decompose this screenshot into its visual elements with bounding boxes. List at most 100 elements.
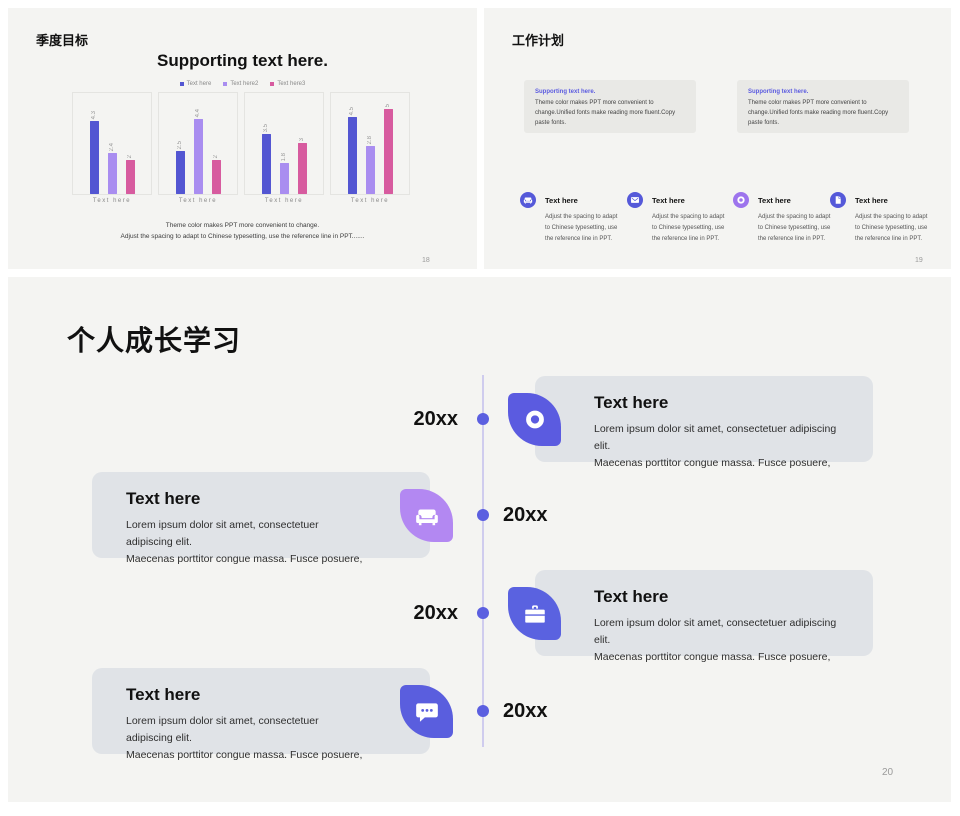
card-body-line: Maecenas porttitor congue massa. Fusce p… (594, 457, 831, 469)
legend-label: Text here (186, 81, 212, 87)
bar-group-member: 2 (211, 154, 221, 194)
bar-group-member: 2.5 (175, 140, 185, 194)
card-body-line: Maecenas porttitor congue massa. Fusce p… (126, 749, 363, 761)
bar-group-member: 3 (297, 137, 307, 194)
legend-swatch (179, 82, 184, 86)
bar (383, 109, 393, 194)
list-item: Text here Adjust the spacing to adapt to… (627, 192, 727, 252)
supporting-text-box: Supporting text here. Theme color makes … (524, 80, 696, 133)
bar-group-member: 4.3 (89, 110, 99, 194)
bar (125, 160, 135, 194)
bar-value-label: 4.5 (349, 106, 355, 115)
chart-category-label: Text here (178, 198, 218, 204)
list-item: Text here Adjust the spacing to adapt to… (520, 192, 620, 252)
item-label: Text here (545, 196, 578, 205)
card-body-line: Maecenas porttitor congue massa. Fusce p… (126, 553, 363, 565)
bar-value-label: 3.5 (263, 123, 269, 132)
bar-value-label: 3 (299, 137, 305, 141)
legend-item: Text here2 (223, 81, 258, 87)
timeline-dot (477, 705, 489, 717)
bar-group-member: 4.4 (193, 108, 203, 194)
page-number: 20 (882, 767, 894, 778)
bar-value-label: 2 (213, 154, 219, 158)
timeline-year: 20xx (503, 504, 548, 526)
bar (89, 121, 99, 194)
chart-group-panel: 3.5 1.8 3 (244, 92, 324, 195)
legend-swatch (270, 82, 275, 86)
chart-title: Supporting text here. (157, 51, 328, 70)
bar-value-label: 1.8 (281, 152, 287, 161)
slide-quarterly-goals[interactable]: 季度目标 Supporting text here. Text here Text… (8, 8, 477, 269)
page-number: 18 (422, 257, 430, 264)
slide-title: 个人成长学习 (67, 325, 242, 356)
supporting-text-box: Supporting text here. Theme color makes … (737, 80, 909, 133)
bar-group-member: 3.5 (261, 123, 271, 194)
slide-title: 工作计划 (512, 33, 565, 48)
bar-value-label: 2.8 (367, 135, 373, 144)
item-label: Text here (652, 196, 685, 205)
timeline-card: Text here Lorem ipsum dolor sit amet, co… (535, 570, 873, 663)
bar (365, 146, 375, 194)
bar-value-label: 2 (127, 154, 133, 158)
chart-category-label: Text here (264, 198, 304, 204)
card-body-line: Lorem ipsum dolor sit amet, consectetuer… (126, 519, 319, 548)
timeline-card: Text here Lorem ipsum dolor sit amet, co… (92, 472, 430, 565)
timeline-dot (477, 607, 489, 619)
timeline-card: Text here Lorem ipsum dolor sit amet, co… (92, 668, 430, 761)
timeline-line (482, 375, 484, 747)
item-label: Text here (758, 196, 791, 205)
card-title: Text here (594, 587, 669, 606)
legend-item: Text here3 (270, 81, 305, 87)
bar-chart: 4.3 2.4 2 2.5 4.4 2 3.5 1.8 3 4.5 2.8 5 (72, 92, 410, 195)
slide-title: 季度目标 (36, 33, 89, 48)
bar (347, 117, 357, 194)
legend-item: Text here (179, 81, 212, 87)
caption-line-2: Adjust the spacing to adapt to Chinese t… (120, 233, 365, 240)
mail-icon (627, 192, 643, 208)
chart-x-axis-labels: Text here Text here Text here Text here (72, 198, 410, 204)
bar-value-label: 4.4 (195, 108, 201, 117)
card-body-line: Lorem ipsum dolor sit amet, consectetuer… (594, 617, 837, 646)
box-heading: Supporting text here. (535, 89, 596, 95)
bar (279, 163, 289, 194)
chart-category-label: Text here (92, 198, 132, 204)
slide-work-plan[interactable]: 工作计划 Supporting text here. Theme color m… (484, 8, 951, 269)
item-description: Adjust the spacing to adapt to Chinese t… (652, 214, 725, 242)
slide-personal-growth[interactable]: 个人成长学习 20xx Text here Lorem ipsum dolor … (8, 277, 951, 802)
box-body: Theme color makes PPT more convenient to… (535, 100, 676, 126)
bar-group-member: 2 (125, 154, 135, 194)
timeline-year: 20xx (413, 408, 459, 430)
timeline-dot (477, 413, 489, 425)
bar (297, 143, 307, 194)
document-icon (830, 192, 846, 208)
item-description: Adjust the spacing to adapt to Chinese t… (545, 214, 618, 242)
card-title: Text here (126, 489, 201, 508)
item-description: Adjust the spacing to adapt to Chinese t… (855, 214, 928, 242)
caption-line-1: Theme color makes PPT more convenient to… (165, 222, 320, 229)
card-body-line: Lorem ipsum dolor sit amet, consectetuer… (594, 423, 837, 452)
chart-legend: Text here Text here2 Text here3 (8, 81, 477, 87)
bar-value-label: 4.3 (91, 110, 97, 119)
bar (107, 153, 117, 194)
card-title: Text here (126, 685, 201, 704)
legend-swatch (223, 82, 228, 86)
chart-category-label: Text here (350, 198, 390, 204)
bar-value-label: 2.4 (109, 142, 115, 151)
box-body: Theme color makes PPT more convenient to… (748, 100, 889, 126)
list-item: Text here Adjust the spacing to adapt to… (830, 192, 930, 252)
bar-value-label: 5 (385, 103, 391, 107)
chart-group-panel: 4.3 2.4 2 (72, 92, 152, 195)
item-description: Adjust the spacing to adapt to Chinese t… (758, 214, 831, 242)
bar-group-member: 1.8 (279, 152, 289, 194)
timeline-dot (477, 509, 489, 521)
bar (261, 134, 271, 194)
ring-icon (733, 192, 749, 208)
bar-group-member: 2.4 (107, 142, 117, 194)
couch-icon (520, 192, 536, 208)
card-body-line: Maecenas porttitor congue massa. Fusce p… (594, 651, 831, 663)
list-item: Text here Adjust the spacing to adapt to… (733, 192, 833, 252)
legend-label: Text here2 (230, 81, 259, 87)
legend-label: Text here3 (277, 81, 306, 87)
bar-value-label: 2.5 (177, 140, 183, 149)
